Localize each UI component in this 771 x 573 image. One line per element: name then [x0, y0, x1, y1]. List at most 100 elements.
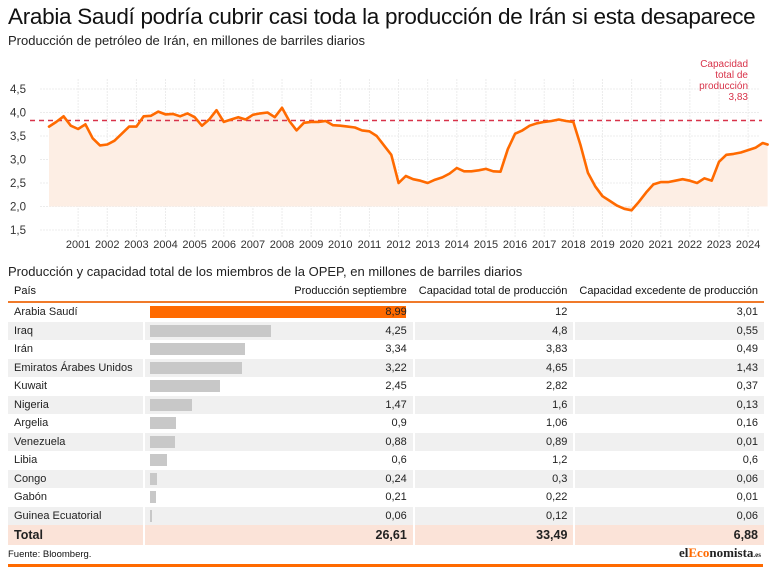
data-point	[215, 109, 218, 111]
production-bar	[150, 398, 192, 411]
production-value: 0,9	[391, 417, 407, 429]
data-point	[164, 113, 167, 115]
data-point	[652, 183, 655, 186]
data-point	[696, 182, 698, 184]
data-point	[121, 133, 123, 135]
table-row: Venezuela 0,88 0,89 0,01	[8, 432, 764, 451]
capacity-cell: 1,06	[412, 414, 574, 433]
capacity-cell: 3,83	[412, 340, 574, 359]
x-tick-label: 2016	[503, 239, 527, 251]
data-point	[201, 125, 203, 127]
data-point	[580, 144, 582, 146]
data-point	[478, 169, 480, 171]
spare-capacity-cell: 0,06	[573, 506, 764, 525]
data-point	[470, 170, 472, 172]
y-tick-label: 3,5	[10, 131, 26, 143]
data-point	[62, 115, 65, 117]
x-tick-label: 2015	[474, 239, 498, 251]
spare-capacity-cell: 3,01	[573, 303, 764, 322]
production-value: 1,47	[385, 398, 407, 411]
data-point	[514, 133, 516, 135]
table-body: Arabia Saudí 8,99 12 3,01 Iraq 4,25 4,8 0,55 Irá…	[8, 303, 764, 545]
spare-capacity-cell: 0,49	[573, 340, 764, 359]
table-header-row: País Producción septiembre Capacidad tot…	[8, 281, 764, 303]
production-cell: 4,25	[143, 321, 413, 340]
country-cell: Arabia Saudí	[14, 306, 78, 319]
data-point	[245, 118, 247, 121]
x-tick-label: 2022	[678, 239, 702, 251]
data-point	[354, 126, 356, 129]
country-cell: Gabón	[14, 491, 48, 504]
data-point	[747, 149, 749, 151]
production-value: 4,25	[385, 324, 407, 337]
x-tick-label: 2023	[707, 239, 731, 251]
x-tick-label: 2003	[124, 239, 148, 251]
data-point	[594, 185, 596, 187]
data-point	[645, 191, 647, 193]
logo-domain: .es	[753, 551, 761, 559]
chart-area-layer	[49, 107, 768, 211]
data-point	[274, 116, 276, 118]
data-point	[128, 126, 130, 128]
data-point	[529, 125, 531, 127]
data-point	[412, 178, 414, 180]
country-cell: Guinea Ecuatorial	[8, 506, 144, 525]
data-point	[463, 170, 465, 172]
table-row: Emiratos Árabes Unidos 3,22 4,65 1,43	[8, 358, 764, 377]
data-point	[84, 123, 87, 125]
data-point	[441, 176, 443, 178]
data-point	[303, 122, 305, 124]
data-point	[113, 140, 116, 142]
data-point	[368, 130, 371, 132]
production-value: 0,21	[385, 491, 407, 503]
production-cell: 8,99	[143, 303, 413, 322]
column-header-production: Producción septiembre	[143, 281, 413, 303]
data-point	[361, 129, 363, 131]
data-point	[346, 126, 349, 128]
data-point	[288, 120, 290, 122]
x-tick-label: 2009	[299, 239, 323, 251]
table-row: Kuwait 2,45 2,82 0,37	[8, 377, 764, 396]
production-cell: 0,6	[143, 451, 413, 470]
y-axis-ticks: 4,5 4,0 3,5 3,0 2,5 2,0 1,5	[10, 84, 26, 237]
data-point	[70, 125, 72, 127]
data-point	[485, 168, 487, 170]
data-point	[732, 153, 735, 155]
capacity-cell: 0,12	[412, 506, 574, 525]
production-bar	[150, 435, 176, 448]
y-tick-label: 2,0	[10, 202, 26, 214]
table-row: Argelia 0,9 1,06 0,16	[8, 414, 764, 433]
x-axis-ticks: 2001 2002 2003 2004 2005 2006 2007 2008 2009 2010…	[66, 239, 760, 251]
production-value: 0,06	[385, 509, 407, 522]
country-cell: Nigeria	[8, 395, 144, 414]
data-point	[667, 181, 669, 183]
capacity-cell: 0,22	[412, 488, 574, 507]
page-title: Arabia Saudí podría cubrir casi toda la …	[8, 4, 756, 29]
data-point	[711, 180, 713, 182]
data-point	[106, 143, 108, 146]
data-point	[660, 181, 662, 183]
data-point	[674, 180, 676, 182]
data-point	[521, 129, 523, 131]
data-point	[499, 171, 502, 173]
data-point	[135, 126, 137, 128]
production-cell: 0,9	[143, 414, 413, 433]
source-note: Fuente: Bloomberg.	[8, 549, 92, 560]
y-tick-label: 4,0	[10, 108, 26, 120]
publisher-logo: elEconomista.es	[679, 545, 761, 561]
data-point	[99, 144, 101, 146]
country-cell: Emiratos Árabes Unidos	[8, 358, 144, 377]
data-point	[150, 115, 152, 117]
data-point	[157, 110, 159, 113]
data-point	[427, 182, 429, 184]
production-bar	[150, 306, 407, 318]
production-cell: 0,88	[143, 432, 413, 451]
data-point	[623, 208, 625, 210]
x-tick-label: 2010	[328, 239, 352, 251]
data-point	[492, 170, 494, 172]
capacity-annotation-line: Capacidad	[700, 59, 748, 70]
data-point	[507, 148, 509, 150]
production-value: 3,34	[385, 343, 407, 355]
country-cell: Libia	[14, 454, 38, 467]
data-point	[609, 200, 611, 202]
